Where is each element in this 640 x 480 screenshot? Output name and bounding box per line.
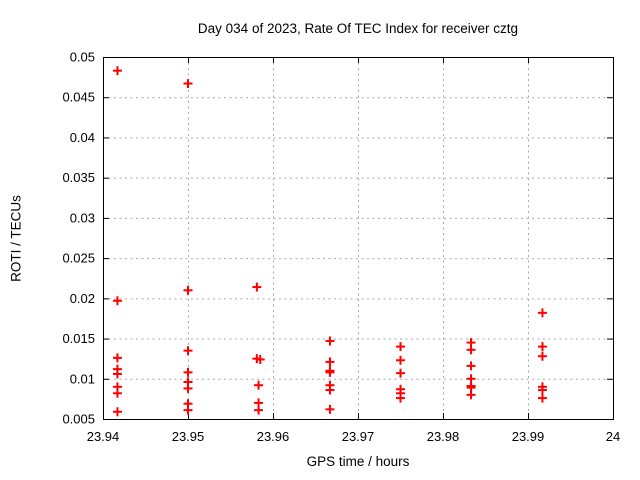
data-point-marker	[537, 308, 547, 318]
data-point-marker	[112, 353, 122, 363]
data-points	[112, 66, 547, 417]
y-tick-label: 0.05	[70, 50, 95, 65]
x-tick-label: 23.99	[512, 429, 545, 444]
data-point-marker	[325, 357, 335, 367]
plot-border	[103, 57, 614, 420]
data-point-marker	[183, 79, 193, 89]
y-tick-label: 0.02	[70, 291, 95, 306]
data-point-marker	[466, 345, 476, 355]
data-point-marker	[254, 380, 264, 390]
data-point-marker	[183, 346, 193, 356]
data-point-marker	[396, 342, 405, 352]
y-tick-label: 0.025	[62, 251, 95, 266]
data-point-marker	[537, 351, 547, 361]
y-tick-label: 0.04	[70, 130, 95, 145]
data-point-marker	[537, 342, 547, 352]
y-tick-label: 0.01	[70, 371, 95, 386]
data-point-marker	[325, 404, 335, 414]
x-tick-label: 23.96	[257, 429, 290, 444]
y-tick-label: 0.015	[62, 331, 95, 346]
data-point-marker	[537, 385, 547, 395]
data-point-marker	[255, 354, 265, 364]
data-point-marker	[252, 282, 262, 292]
y-tick-label: 0.035	[62, 170, 95, 185]
data-point-marker	[183, 383, 193, 393]
data-point-marker	[112, 296, 122, 306]
data-point-marker	[325, 336, 335, 346]
data-point-marker	[325, 367, 335, 377]
data-point-marker	[183, 405, 193, 415]
y-tick-label: 0.005	[62, 412, 95, 427]
data-point-marker	[396, 355, 405, 365]
x-axis-label: GPS time / hours	[306, 454, 410, 469]
data-point-marker	[183, 285, 193, 295]
x-tick-label: 23.98	[427, 429, 460, 444]
data-point-marker	[112, 369, 122, 379]
y-tick-label: 0.045	[62, 90, 95, 105]
x-tick-label: 24	[606, 429, 620, 444]
data-point-marker	[466, 361, 476, 371]
data-point-marker	[112, 407, 122, 417]
data-point-marker	[112, 66, 122, 76]
data-point-marker	[537, 393, 547, 403]
data-point-marker	[466, 390, 476, 400]
x-tick-label: 23.94	[87, 429, 120, 444]
data-point-marker	[325, 385, 335, 395]
data-point-marker	[396, 393, 405, 403]
tick-labels: 0.005 0.01 0.015 0.02 0.025 0.03 0.035 0.04 0.04…	[62, 50, 620, 445]
data-point-marker	[254, 405, 264, 415]
data-point-marker	[183, 367, 193, 377]
x-tick-label: 23.97	[342, 429, 375, 444]
chart-title: Day 034 of 2023, Rate Of TEC Index for r…	[197, 21, 519, 36]
data-point-marker	[396, 368, 405, 378]
grid-lines	[103, 57, 614, 420]
x-tick-label: 23.95	[172, 429, 205, 444]
y-tick-label: 0.03	[70, 210, 95, 225]
data-point-marker	[112, 388, 122, 398]
